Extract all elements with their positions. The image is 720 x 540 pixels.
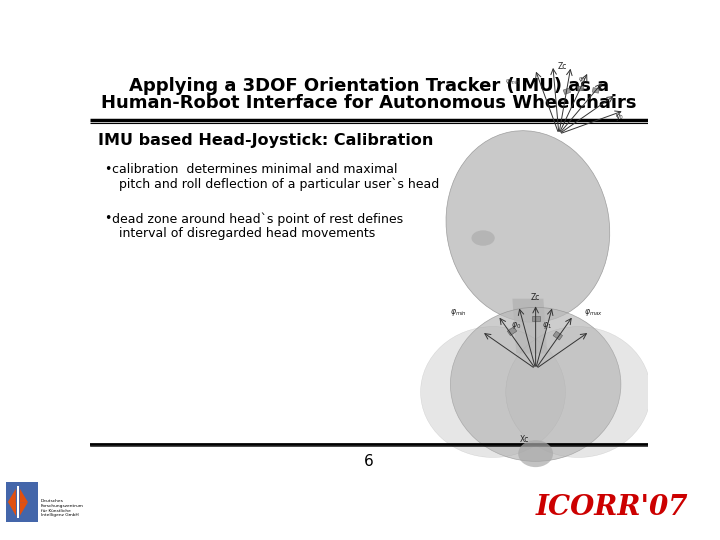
Text: Xc: Xc bbox=[519, 435, 528, 444]
Bar bbox=[563, 88, 570, 94]
Text: Applying a 3DOF Orientation Tracker (IMU) as a: Applying a 3DOF Orientation Tracker (IMU… bbox=[129, 77, 609, 96]
Text: ICORR'07: ICORR'07 bbox=[536, 494, 688, 521]
Ellipse shape bbox=[451, 307, 621, 461]
Bar bbox=[508, 327, 517, 335]
Polygon shape bbox=[513, 299, 547, 354]
Text: 6: 6 bbox=[364, 454, 374, 469]
Text: pitch and roll deflection of a particular user`s head: pitch and roll deflection of a particula… bbox=[120, 178, 440, 191]
Text: $\psi_{min}$: $\psi_{min}$ bbox=[505, 78, 520, 87]
Ellipse shape bbox=[420, 327, 565, 457]
Ellipse shape bbox=[472, 231, 495, 246]
Text: $\varphi_1$: $\varphi_1$ bbox=[542, 320, 552, 330]
Text: $\varphi_{max}$: $\varphi_{max}$ bbox=[585, 307, 603, 318]
Bar bbox=[577, 86, 584, 91]
Text: y₀: y₀ bbox=[616, 112, 623, 121]
Bar bbox=[593, 87, 599, 93]
Polygon shape bbox=[20, 502, 28, 516]
Text: Human-Robot Interface for Autonomous Wheelchairs: Human-Robot Interface for Autonomous Whe… bbox=[102, 94, 636, 112]
Text: Zc: Zc bbox=[558, 62, 567, 71]
Text: $\varphi_0$: $\varphi_0$ bbox=[511, 320, 521, 330]
Bar bbox=[553, 331, 562, 340]
Text: $\varphi_{min}$: $\varphi_{min}$ bbox=[450, 307, 467, 318]
Bar bbox=[532, 316, 539, 321]
Polygon shape bbox=[8, 489, 16, 502]
Ellipse shape bbox=[518, 440, 553, 467]
Ellipse shape bbox=[446, 131, 610, 322]
FancyBboxPatch shape bbox=[6, 482, 38, 523]
FancyBboxPatch shape bbox=[17, 486, 19, 518]
Text: $\psi_{1}$: $\psi_{1}$ bbox=[577, 76, 587, 85]
Text: Deutsches
Forschungszentrum
für Künstliche
Intelligenz GmbH: Deutsches Forschungszentrum für Künstlic… bbox=[41, 500, 84, 517]
Text: dead zone around head`s point of rest defines: dead zone around head`s point of rest de… bbox=[112, 212, 402, 226]
Ellipse shape bbox=[505, 327, 651, 457]
Polygon shape bbox=[20, 489, 28, 502]
Text: interval of disregarded head movements: interval of disregarded head movements bbox=[120, 227, 376, 240]
Text: IMU based Head-Joystick: Calibration: IMU based Head-Joystick: Calibration bbox=[98, 133, 433, 148]
Text: •: • bbox=[104, 212, 112, 225]
Polygon shape bbox=[8, 502, 16, 516]
Text: Zc: Zc bbox=[531, 293, 540, 302]
Text: calibration  determines minimal and maximal: calibration determines minimal and maxim… bbox=[112, 163, 397, 176]
Text: •: • bbox=[104, 163, 112, 176]
